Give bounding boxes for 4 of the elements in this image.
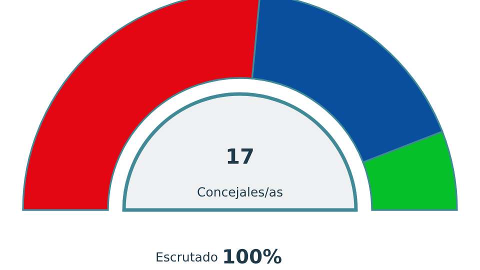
text: 100% (224, 248, 282, 264)
text: Concejales/as (198, 186, 282, 200)
text: 17 (228, 148, 253, 164)
text: Escrutado (156, 252, 218, 262)
